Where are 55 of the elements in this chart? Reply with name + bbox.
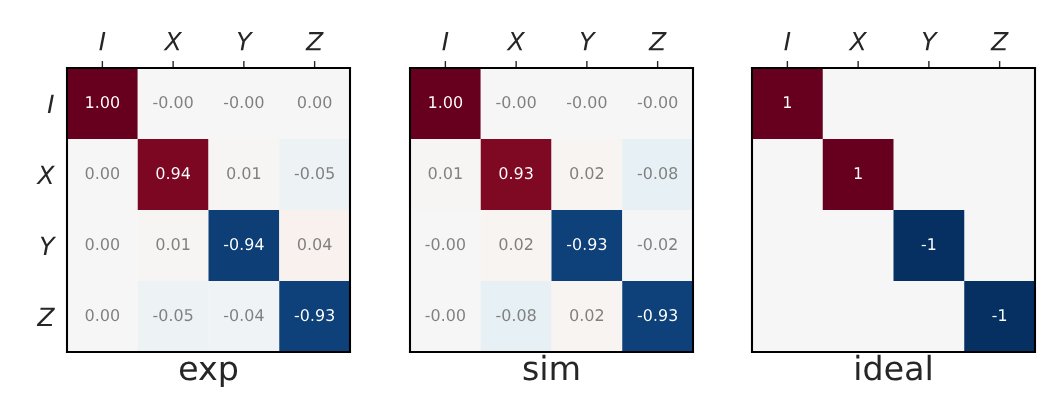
data-label: 0.00 (297, 96, 332, 109)
data-label: 0.01 (156, 238, 190, 251)
x-axis-title: ideal (856, 354, 931, 381)
data-label: -1 (921, 238, 936, 250)
data-label: 0.93 (499, 167, 533, 180)
data-label: -0.00 (153, 96, 193, 109)
data-label: 1 (854, 167, 862, 179)
data-label: -1 (992, 309, 1007, 321)
x-tick-label: I (99, 32, 106, 51)
data-label: 1 (784, 96, 791, 108)
data-label: -0.93 (637, 309, 678, 322)
x-axis-title: sim (523, 354, 579, 381)
data-label: 0.02 (499, 238, 533, 251)
data-label: 0.94 (156, 167, 191, 180)
data-label: 0.01 (428, 167, 462, 180)
data-label: 0.00 (85, 309, 120, 322)
data-label: -0.05 (294, 167, 334, 180)
data-label: 1.00 (86, 96, 120, 109)
data-label: 0.00 (85, 167, 120, 180)
y-tick-label: I (47, 94, 54, 113)
x-tick-label: Z (990, 32, 1009, 51)
data-label: -0.93 (294, 309, 335, 322)
x-tick-label: Y (580, 32, 597, 51)
data-label: -0.93 (566, 238, 607, 251)
x-tick-label: X (506, 32, 526, 51)
x-tick-label: Y (922, 32, 939, 51)
data-label: 0.00 (85, 238, 120, 251)
x-tick-label: X (163, 32, 183, 51)
data-label: -0.94 (223, 238, 264, 251)
data-label: -0.00 (223, 96, 264, 109)
data-label: -0.08 (496, 309, 536, 322)
x-tick-label: X (848, 32, 868, 51)
x-tick-label: I (442, 32, 449, 51)
x-tick-label: Z (305, 32, 324, 51)
data-label: 0.02 (570, 309, 604, 322)
data-label: -0.05 (153, 309, 193, 322)
data-label: -0.02 (637, 238, 677, 251)
x-tick-label: Y (237, 32, 254, 51)
y-tick-label: Y (40, 236, 57, 255)
y-tick-label: X (36, 165, 55, 184)
data-label: 0.04 (297, 238, 332, 251)
data-label: -0.00 (566, 96, 607, 109)
data-label: -0.04 (223, 309, 264, 322)
data-label: -0.00 (637, 96, 678, 109)
data-label: -0.00 (425, 309, 465, 322)
data-label: 0.01 (227, 167, 261, 180)
x-tick-label: I (784, 32, 791, 51)
y-tick-label: Z (36, 307, 55, 326)
data-label: 1.00 (429, 96, 463, 109)
data-label: 0.02 (570, 167, 604, 180)
data-label: -0.08 (637, 167, 678, 180)
x-tick-label: Z (648, 32, 667, 51)
data-label: -0.00 (425, 238, 465, 251)
data-label: -0.00 (496, 96, 536, 109)
x-axis-title: exp (179, 361, 238, 388)
